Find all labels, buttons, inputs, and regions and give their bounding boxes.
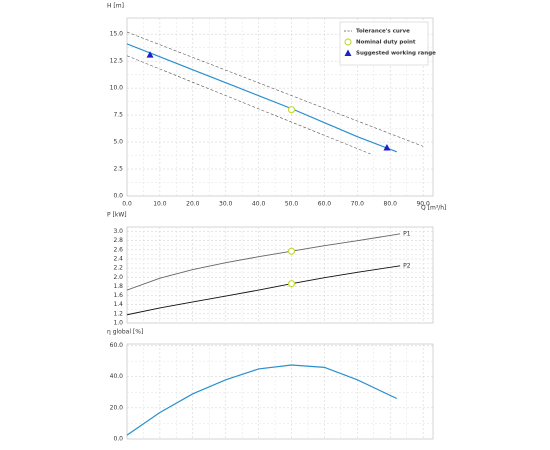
y-axis-label: H [m] [107, 3, 124, 10]
plot-area [126, 226, 434, 324]
marker [287, 247, 296, 255]
marker [287, 280, 296, 288]
legend-swatch [344, 38, 352, 46]
marker [146, 51, 154, 58]
x-tick-label: 30.0 [219, 201, 233, 208]
x-tick-label: 40.0 [252, 201, 266, 208]
series-line [126, 364, 398, 436]
y-tick-label: 10.0 [110, 85, 124, 92]
y-tick-label: 2.5 [113, 166, 123, 173]
series-label: P1 [403, 230, 411, 237]
y-tick-label: 60.0 [110, 342, 124, 349]
legend-label: Tolerance's curve [356, 29, 410, 35]
y-tick-label: 7.5 [113, 112, 123, 119]
x-tick-label: 70.0 [351, 201, 365, 208]
marker [287, 106, 296, 114]
x-tick-label: 60.0 [318, 201, 332, 208]
legend-box [339, 21, 429, 66]
y-tick-label: 3.0 [113, 228, 123, 235]
x-tick-label: 80.0 [384, 201, 398, 208]
y-tick-label: 1.2 [113, 310, 123, 317]
y-tick-label: 2.8 [113, 237, 123, 244]
series-line [126, 265, 401, 316]
series-line [126, 43, 398, 153]
legend-swatch [344, 49, 352, 56]
x-tick-label: 90.0 [416, 201, 430, 208]
legend-label: Nominal duty point [356, 40, 416, 46]
series-line [126, 31, 424, 147]
y-tick-label: 15.0 [110, 31, 124, 38]
y-tick-label: 2.6 [113, 246, 123, 253]
series-line [126, 233, 401, 291]
y-tick-label: 2.2 [113, 265, 123, 272]
plot-area [126, 343, 434, 440]
y-tick-label: 0.0 [113, 436, 123, 443]
y-axis-label: P [kW] [107, 212, 127, 219]
x-axis-label: Q [m³/h] [421, 205, 446, 212]
x-tick-label: 20.0 [186, 201, 200, 208]
y-tick-label: 1.0 [113, 320, 123, 327]
legend-label: Suggested working range [356, 51, 436, 57]
y-tick-label: 1.4 [113, 301, 123, 308]
y-tick-label: 2.4 [113, 256, 123, 263]
marker [383, 143, 391, 151]
y-tick-label: 5.0 [113, 139, 123, 146]
y-tick-label: 40.0 [110, 373, 124, 380]
y-tick-label: 0.0 [113, 193, 123, 200]
y-tick-label: 20.0 [110, 404, 124, 411]
y-tick-label: 12.5 [110, 58, 124, 65]
series-label: P2 [403, 262, 411, 269]
series-line [126, 55, 371, 155]
y-tick-label: 1.8 [113, 283, 123, 290]
y-tick-label: 1.6 [113, 292, 123, 299]
x-tick-label: 0.0 [122, 201, 132, 208]
x-tick-label: 50.0 [285, 201, 299, 208]
y-tick-label: 2.0 [113, 274, 123, 281]
x-tick-label: 10.0 [153, 201, 167, 208]
y-axis-label: η global [%] [107, 329, 143, 336]
